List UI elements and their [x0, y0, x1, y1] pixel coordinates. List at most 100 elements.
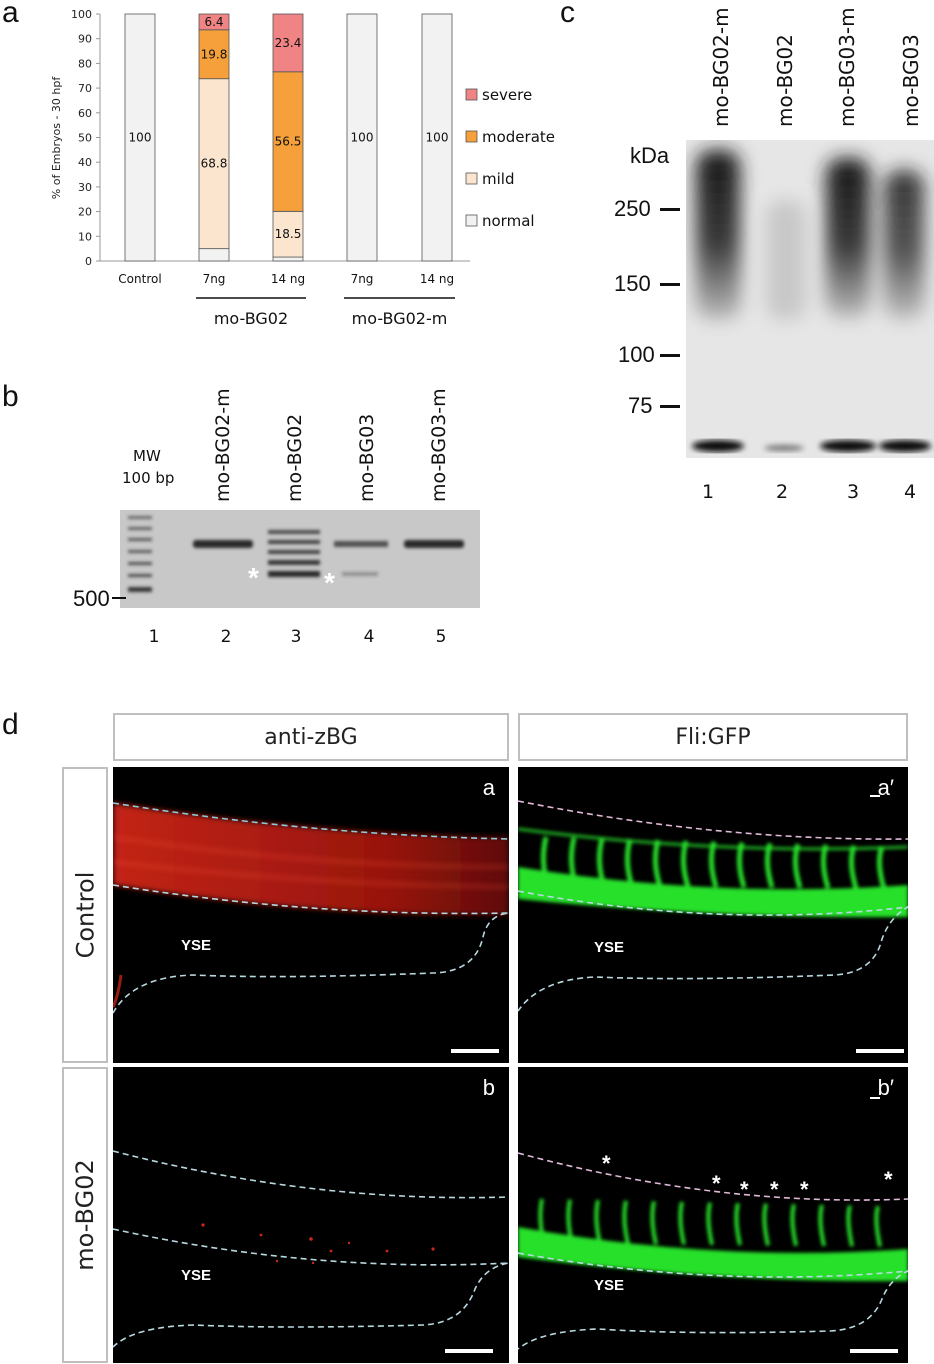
agarose-gel-image: [120, 510, 480, 608]
yse-label: YSE: [594, 1277, 625, 1294]
vessel-defect-asterisk: *: [712, 1171, 721, 1196]
y-tick-label: 100: [71, 8, 92, 21]
western-lane-label: mo-BG02-m: [709, 7, 733, 127]
data-label: 100: [426, 131, 449, 145]
mw-label: MW: [133, 447, 161, 465]
intersegmental-vessel: [764, 842, 775, 889]
y-tick-label: 90: [78, 33, 92, 46]
intersegmental-vessel: [650, 1200, 658, 1245]
y-tick-label: 50: [78, 132, 92, 145]
intersegmental-vessel: [734, 1202, 742, 1246]
mw-size-label: 100 bp: [122, 469, 175, 487]
gel-asterisk: *: [324, 567, 335, 598]
intersegmental-vessel: [680, 840, 691, 888]
gel-lane-number: 1: [148, 627, 160, 647]
bar-segment-severe: [198, 13, 230, 31]
gel-lane-label: mo-BG02: [284, 413, 306, 502]
data-label: 19.8: [201, 47, 228, 61]
yse-label: YSE: [181, 937, 212, 954]
micrograph-control-anti-zbg: YSE a: [113, 767, 509, 1063]
y-tick-label: 70: [78, 82, 92, 95]
micrograph-control-fli-gfp: YSE a′: [518, 767, 908, 1063]
vessel-defect-asterisk: *: [740, 1177, 749, 1202]
y-tick-label: 60: [78, 107, 92, 120]
legend-swatch-moderate: [465, 130, 478, 143]
intersegmental-vessel: [706, 1202, 714, 1246]
y-tick-label: 10: [78, 230, 92, 243]
y-tick-label: 20: [78, 206, 92, 219]
legend-swatch-severe: [465, 88, 478, 101]
bar-segment-normal: [124, 13, 156, 262]
row-header-mo-bg02: mo-BG02: [62, 1067, 108, 1363]
western-lane-label: mo-BG02: [773, 34, 797, 127]
legend-label: mild: [482, 170, 514, 188]
intersegmental-vessel: [790, 1203, 798, 1247]
bar-segment-normal: [346, 13, 378, 262]
panel-b-letter: b: [2, 380, 19, 413]
column-header-fli-gfp: Fli:GFP: [518, 713, 908, 761]
legend-label: normal: [482, 212, 535, 230]
western-marker-label: 75: [628, 393, 653, 418]
sublabel-a-prime: a′: [877, 775, 894, 800]
intersegmental-vessel: [566, 1199, 574, 1244]
data-label: 100: [129, 131, 152, 145]
data-label: 56.5: [275, 135, 302, 149]
kda-unit-label: kDa: [630, 143, 670, 168]
gel-lane-label: mo-BG03: [356, 413, 378, 502]
gel-lane-label: mo-BG02-m: [212, 388, 234, 502]
intersegmental-vessel: [624, 838, 635, 887]
intersegmental-vessel: [652, 839, 663, 887]
sublabel-b-prime: b′: [877, 1075, 894, 1100]
vessel-defect-asterisk: *: [884, 1167, 893, 1192]
gel-lane-number: 3: [290, 627, 302, 647]
group-label: mo-BG02: [214, 309, 288, 328]
sublabel-a: a: [482, 775, 495, 800]
gel-lane-label: mo-BG03-m: [428, 388, 450, 502]
y-tick-label: 40: [78, 156, 92, 169]
y-tick-label: 30: [78, 181, 92, 194]
data-label: 6.4: [204, 15, 223, 29]
bar-segment-moderate: [198, 29, 230, 80]
vessel-defect-asterisk: *: [770, 1177, 779, 1202]
intersegmental-vessel: [540, 836, 551, 886]
intersegmental-vessel: [762, 1203, 770, 1246]
gel-marker-label: 500: [73, 586, 110, 611]
y-tick-label: 80: [78, 57, 92, 70]
intersegmental-vessel: [736, 841, 747, 888]
data-label: 68.8: [201, 157, 228, 171]
data-label: 18.5: [275, 227, 302, 241]
western-marker-tick: [660, 405, 680, 408]
intersegmental-vessel: [876, 845, 887, 890]
intersegmental-vessel: [848, 844, 859, 890]
x-tick-label: 7ng: [203, 272, 226, 286]
intersegmental-vessel: [820, 844, 831, 889]
gel-lane-number: 4: [363, 627, 375, 647]
intersegmental-vessel: [538, 1198, 546, 1244]
western-marker-label: 250: [614, 196, 651, 221]
bar-segment-normal: [198, 248, 230, 262]
y-axis-label: % of Embryos - 30 hpf: [50, 76, 63, 200]
x-tick-label: 14 ng: [271, 272, 305, 286]
legend-swatch-normal: [465, 214, 478, 227]
intersegmental-vessel: [818, 1204, 826, 1247]
intersegmental-vessel: [846, 1205, 854, 1247]
micrograph-mo-bg02-anti-zbg: YSE b: [113, 1067, 509, 1363]
western-lane-label: mo-BG03-m: [835, 7, 859, 127]
intersegmental-vessel: [596, 837, 607, 887]
x-tick-label: Control: [118, 272, 161, 286]
western-marker-label: 150: [614, 271, 651, 296]
y-tick-label: 0: [85, 255, 92, 268]
panel-a-chart: 0 10 20 30 40 50 60 70 80 90 100 % of Embryos - 30 …: [50, 8, 555, 328]
western-marker-tick: [660, 354, 680, 357]
gel-marker-tick: [112, 597, 126, 599]
legend-label: severe: [482, 86, 532, 104]
panel-d-letter: d: [2, 708, 19, 741]
micrograph-mo-bg02-fli-gfp: YSE b′ * * * * * *: [518, 1067, 908, 1363]
vessel-defect-asterisk: *: [800, 1177, 809, 1202]
gel-lane-number: 2: [220, 627, 232, 647]
bar-segment-mild: [272, 210, 304, 258]
x-tick-label: 7ng: [351, 272, 374, 286]
western-marker-tick: [660, 208, 680, 211]
bar-segment-severe: [272, 13, 304, 73]
intersegmental-vessel: [708, 841, 719, 888]
